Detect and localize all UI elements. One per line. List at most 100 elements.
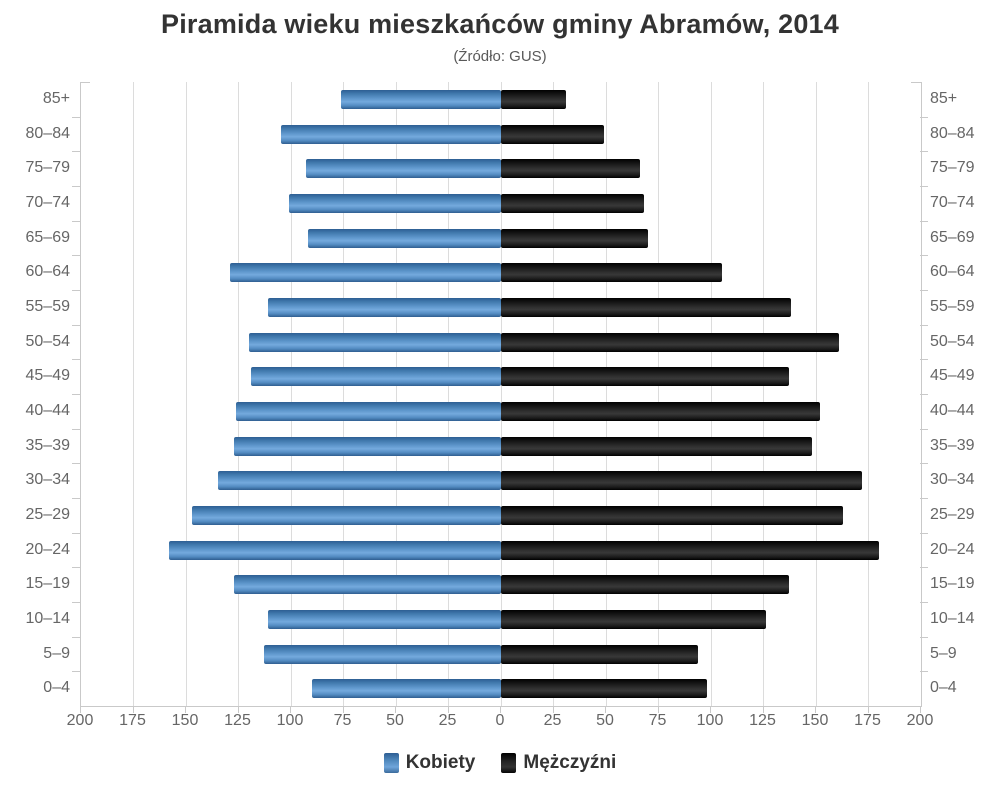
bar-female-30–34 (217, 471, 501, 491)
bar-male-25–29 (501, 505, 844, 525)
x-axis-label: 25 (438, 712, 457, 729)
x-axis-label: 50 (386, 712, 404, 729)
gridline (710, 82, 712, 706)
age-label-right: 75–79 (930, 159, 975, 177)
bar-female-35–39 (234, 436, 501, 456)
age-label-right: 0–4 (930, 679, 957, 697)
x-axis-tick (395, 707, 396, 713)
age-label-right: 10–14 (930, 610, 975, 627)
plot-area (80, 82, 922, 707)
y-axis-tick-right (920, 498, 928, 499)
bar-female-20–24 (169, 540, 501, 560)
age-label-right: 85+ (930, 90, 958, 107)
bar-female-75–79 (305, 159, 501, 179)
age-label-left: 5–9 (43, 644, 70, 662)
age-label-left: 0–4 (43, 679, 70, 697)
y-axis-tick-right (920, 671, 928, 673)
y-axis-tick-left (72, 636, 80, 638)
chart-subtitle: (Źródło: GUS) (453, 48, 547, 65)
y-axis-tick-left (72, 290, 80, 291)
bar-male-70–74 (501, 193, 644, 213)
y-axis-tick-left (72, 359, 80, 361)
age-label-left: 10–14 (25, 610, 71, 627)
bar-female-55–59 (267, 297, 501, 317)
y-axis-tick-left (72, 498, 80, 499)
x-axis-label: 50 (596, 712, 614, 729)
y-axis-tick-right (920, 186, 928, 187)
bar-male-45–49 (501, 367, 789, 387)
y-axis-tick-left (72, 428, 80, 430)
bar-male-35–39 (501, 436, 812, 456)
x-axis-tick (552, 707, 554, 713)
bar-female-65–69 (307, 228, 501, 248)
age-label-right: 65–69 (930, 228, 975, 246)
x-axis-label: 125 (224, 712, 251, 729)
age-label-left: 60–64 (25, 263, 71, 281)
bar-female-15–19 (234, 575, 501, 595)
age-label-left: 65–69 (25, 228, 71, 246)
age-label-left: 80–84 (25, 124, 71, 142)
x-axis-label: 100 (276, 712, 304, 729)
y-axis-tick-right (920, 463, 928, 465)
bar-male-50–54 (501, 332, 840, 352)
x-axis-label: 200 (66, 712, 94, 729)
x-axis-tick (342, 707, 344, 713)
bar-male-40–44 (501, 401, 821, 421)
age-label-right: 60–64 (930, 263, 975, 281)
x-axis-label: 0 (495, 712, 505, 729)
bar-female-40–44 (236, 401, 501, 421)
y-axis-tick-right (920, 116, 928, 118)
legend: Kobiety Mężczyźni (0, 752, 1000, 774)
y-axis-tick-left (72, 463, 80, 465)
y-axis-tick-right (920, 532, 928, 534)
gridline (763, 82, 764, 706)
y-axis-tick-right (920, 255, 928, 257)
x-axis-label: 25 (543, 712, 562, 729)
bar-female-0–4 (312, 679, 501, 699)
x-axis-tick (605, 707, 606, 713)
gridline (238, 82, 239, 706)
axis-corner-cap (911, 82, 921, 83)
bar-female-25–29 (192, 505, 501, 525)
x-axis-tick (80, 707, 81, 713)
y-axis-tick-left (72, 532, 80, 534)
y-axis-tick-right (920, 428, 928, 430)
age-label-right: 50–54 (930, 332, 975, 350)
y-axis-tick-right (920, 636, 928, 638)
y-axis-tick-left (72, 394, 80, 395)
mezczyzni-swatch-icon (501, 753, 517, 773)
age-label-right: 35–39 (930, 436, 975, 454)
bar-male-75–79 (501, 159, 640, 179)
gridline (448, 82, 449, 706)
y-axis-tick-right (920, 324, 928, 326)
y-axis-tick-left (72, 324, 80, 326)
gridline (290, 82, 292, 706)
age-label-left: 55–59 (25, 298, 71, 315)
gridline (343, 82, 344, 706)
x-axis-tick (867, 707, 869, 713)
bar-male-20–24 (501, 540, 879, 560)
age-label-right: 30–34 (930, 471, 975, 489)
legend-item-kobiety[interactable]: Kobiety (383, 752, 475, 774)
age-label-right: 70–74 (930, 194, 975, 211)
gridline (868, 82, 869, 706)
x-axis-tick (447, 707, 449, 713)
bar-male-85+ (501, 89, 567, 109)
y-axis-tick-left (72, 255, 80, 257)
bar-female-60–64 (230, 263, 501, 283)
bar-female-80–84 (280, 124, 501, 144)
bar-female-45–49 (251, 367, 501, 387)
y-axis-tick-right (920, 290, 928, 291)
gridline (395, 82, 397, 706)
x-axis-label: 100 (696, 712, 724, 729)
y-axis-tick-left (72, 116, 80, 118)
age-label-left: 25–29 (25, 506, 71, 523)
legend-item-mezczyzni[interactable]: Mężczyźni (501, 752, 616, 774)
bar-male-0–4 (501, 679, 707, 699)
x-axis-tick (657, 707, 659, 713)
bar-male-65–69 (501, 228, 648, 248)
x-axis-tick (920, 707, 921, 713)
x-axis-label: 75 (333, 712, 352, 729)
age-label-right: 5–9 (930, 644, 957, 662)
